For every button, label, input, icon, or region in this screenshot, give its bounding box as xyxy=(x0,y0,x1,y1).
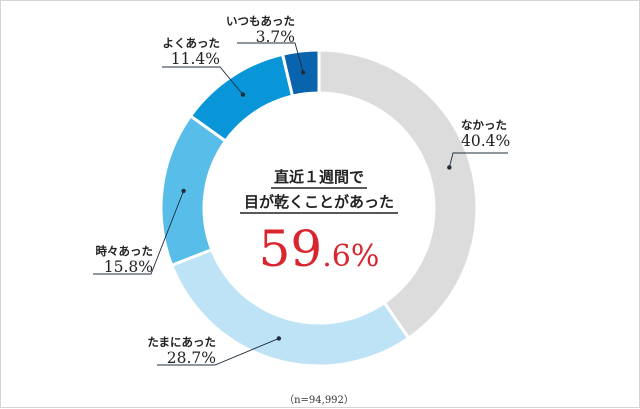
leader-line-yoku xyxy=(162,66,244,95)
label-value-nakatta: 40.4% xyxy=(461,132,510,150)
slices-group xyxy=(159,48,479,368)
slice-itsumo xyxy=(280,48,321,98)
label-value-tokidoki: 15.8% xyxy=(104,258,153,276)
label-value-yoku: 11.4% xyxy=(171,50,220,68)
sample-size-note: （n=94,992） xyxy=(284,394,354,406)
label-name-itsumo: いつもあった xyxy=(226,14,295,28)
leader-dot-nakatta xyxy=(447,165,452,170)
label-name-tamani: たまにあった xyxy=(147,335,216,349)
center-total-value: 59.6% xyxy=(259,220,380,278)
leader-line-tokidoki xyxy=(93,190,184,275)
center-value-decimal: .6% xyxy=(322,239,379,274)
label-name-yoku: よくあった xyxy=(163,36,221,50)
slice-nakatta xyxy=(317,48,479,341)
leader-line-tamani xyxy=(157,338,280,366)
label-name-nakatta: なかった xyxy=(461,118,507,132)
label-value-itsumo: 3.7% xyxy=(256,28,295,46)
leader-line-itsumo xyxy=(237,42,304,73)
label-name-tokidoki: 時々あった xyxy=(96,244,154,258)
center-title-line2: 目が乾くことがあった xyxy=(244,193,394,211)
leader-line-nakatta xyxy=(448,152,508,168)
slice-tokidoki xyxy=(159,113,228,268)
label-value-tamani: 28.7% xyxy=(167,349,216,367)
center-value-main: 59 xyxy=(259,220,323,278)
center-title-line1: 直近１週間で xyxy=(274,168,364,186)
